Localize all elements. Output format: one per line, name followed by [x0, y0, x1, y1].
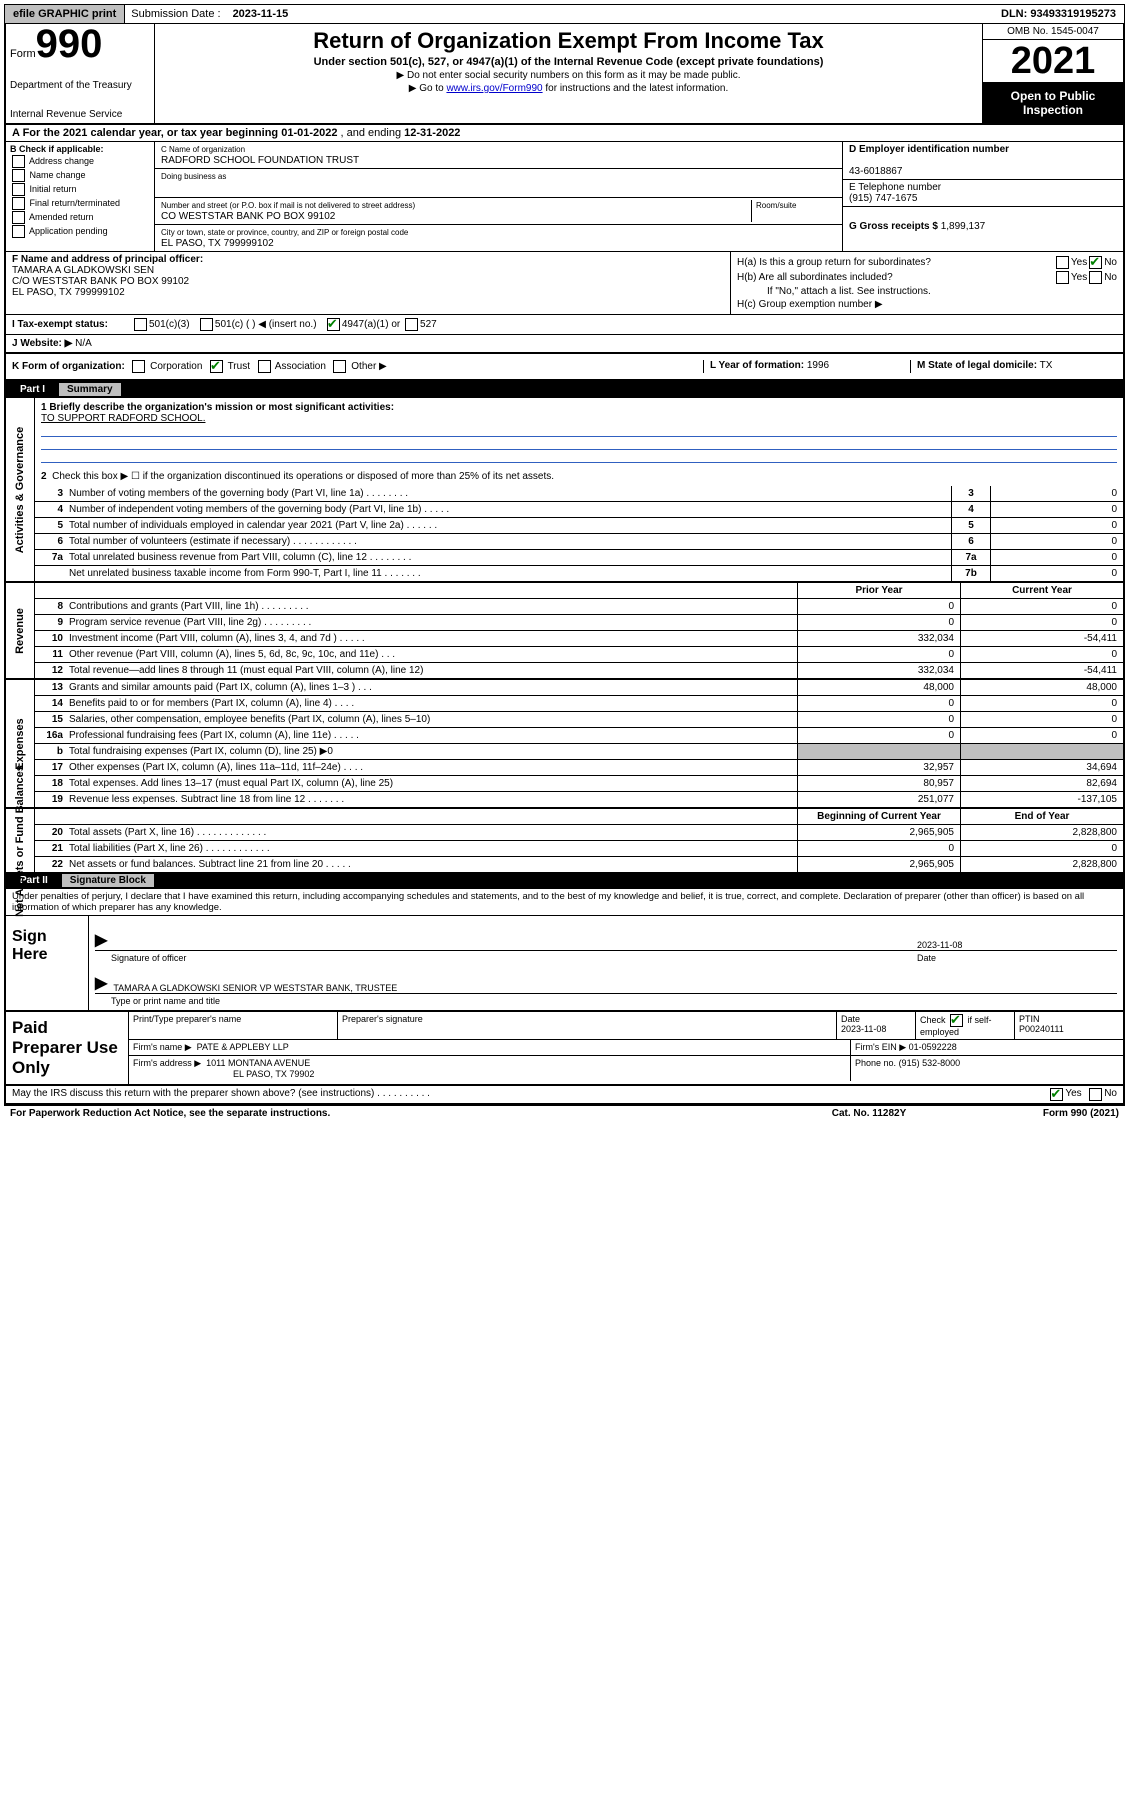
- 4947a1-checkbox[interactable]: [327, 318, 340, 331]
- summary-row: 3Number of voting members of the governi…: [35, 486, 1123, 502]
- association-checkbox[interactable]: [258, 360, 271, 373]
- initial-return-checkbox[interactable]: [12, 183, 25, 196]
- summary-row: 19Revenue less expenses. Subtract line 1…: [35, 792, 1123, 807]
- subordinates-yes-checkbox[interactable]: [1056, 271, 1069, 284]
- summary-row: 14Benefits paid to or for members (Part …: [35, 696, 1123, 712]
- summary-row: Net unrelated business taxable income fr…: [35, 566, 1123, 581]
- summary-row: 4Number of independent voting members of…: [35, 502, 1123, 518]
- part1-header: Part ISummary: [6, 381, 1123, 398]
- section-f: F Name and address of principal officer:…: [6, 252, 731, 314]
- summary-row: 13Grants and similar amounts paid (Part …: [35, 680, 1123, 696]
- summary-row: 18Total expenses. Add lines 13–17 (must …: [35, 776, 1123, 792]
- page-footer: For Paperwork Reduction Act Notice, see …: [4, 1106, 1125, 1121]
- efile-button[interactable]: efile GRAPHIC print: [5, 5, 125, 23]
- group-return-no-checkbox[interactable]: [1089, 256, 1102, 269]
- vert-net-assets: Net Assets or Fund Balances: [6, 809, 35, 872]
- vert-activities-governance: Activities & Governance: [6, 398, 35, 581]
- summary-row: 8Contributions and grants (Part VIII, li…: [35, 599, 1123, 615]
- section-i: I Tax-exempt status: 501(c)(3) 501(c) ( …: [6, 315, 1123, 335]
- year-block: OMB No. 1545-0047 2021 Open to PublicIns…: [983, 24, 1123, 123]
- amended-return-checkbox[interactable]: [12, 211, 25, 224]
- summary-row: 10Investment income (Part VIII, column (…: [35, 631, 1123, 647]
- group-return-yes-checkbox[interactable]: [1056, 256, 1069, 269]
- trust-checkbox[interactable]: [210, 360, 223, 373]
- vert-revenue: Revenue: [6, 583, 35, 678]
- form-title-block: Return of Organization Exempt From Incom…: [155, 24, 983, 123]
- summary-row: 15Salaries, other compensation, employee…: [35, 712, 1123, 728]
- 501c-checkbox[interactable]: [200, 318, 213, 331]
- submission-label: Submission Date :: [125, 5, 226, 23]
- discuss-no-checkbox[interactable]: [1089, 1088, 1102, 1101]
- summary-row: 17Other expenses (Part IX, column (A), l…: [35, 760, 1123, 776]
- summary-row: 11Other revenue (Part VIII, column (A), …: [35, 647, 1123, 663]
- submission-date: 2023-11-15: [227, 5, 295, 23]
- corporation-checkbox[interactable]: [132, 360, 145, 373]
- penalty-statement: Under penalties of perjury, I declare th…: [6, 889, 1123, 916]
- name-change-checkbox[interactable]: [12, 169, 25, 182]
- year-header-row-2: Beginning of Current Year End of Year: [35, 809, 1123, 825]
- section-c: C Name of organizationRADFORD SCHOOL FOU…: [155, 142, 843, 251]
- section-h: H(a) Is this a group return for subordin…: [731, 252, 1123, 314]
- summary-row: 22Net assets or fund balances. Subtract …: [35, 857, 1123, 872]
- discuss-yes-checkbox[interactable]: [1050, 1088, 1063, 1101]
- form-id-block: Form990 Department of the Treasury Inter…: [6, 24, 155, 123]
- subordinates-no-checkbox[interactable]: [1089, 271, 1102, 284]
- summary-row: 6Total number of volunteers (estimate if…: [35, 534, 1123, 550]
- irs-link[interactable]: www.irs.gov/Form990: [446, 83, 542, 94]
- dln-value: DLN: 93493319195273: [993, 5, 1124, 23]
- final-return-checkbox[interactable]: [12, 197, 25, 210]
- section-deg: D Employer identification number43-60188…: [843, 142, 1123, 251]
- self-employed-checkbox[interactable]: [950, 1014, 963, 1027]
- section-klm: K Form of organization: Corporation Trus…: [6, 354, 1123, 381]
- summary-row: 7aTotal unrelated business revenue from …: [35, 550, 1123, 566]
- paid-preparer-label: Paid Preparer Use Only: [6, 1012, 129, 1084]
- section-b: B Check if applicable: Address change Na…: [6, 142, 155, 251]
- 501c3-checkbox[interactable]: [134, 318, 147, 331]
- application-pending-checkbox[interactable]: [12, 225, 25, 238]
- discuss-row: May the IRS discuss this return with the…: [6, 1086, 1123, 1104]
- part2-header: Part IISignature Block: [6, 872, 1123, 889]
- tax-period-row: A For the 2021 calendar year, or tax yea…: [6, 125, 1123, 142]
- section-j: J Website: ▶ N/A: [6, 335, 1123, 354]
- summary-row: bTotal fundraising expenses (Part IX, co…: [35, 744, 1123, 760]
- summary-row: 21Total liabilities (Part X, line 26) . …: [35, 841, 1123, 857]
- address-change-checkbox[interactable]: [12, 155, 25, 168]
- summary-row: 12Total revenue—add lines 8 through 11 (…: [35, 663, 1123, 678]
- summary-row: 20Total assets (Part X, line 16) . . . .…: [35, 825, 1123, 841]
- top-toolbar: efile GRAPHIC print Submission Date : 20…: [4, 4, 1125, 24]
- summary-row: 16aProfessional fundraising fees (Part I…: [35, 728, 1123, 744]
- summary-row: 9Program service revenue (Part VIII, lin…: [35, 615, 1123, 631]
- summary-row: 5Total number of individuals employed in…: [35, 518, 1123, 534]
- 527-checkbox[interactable]: [405, 318, 418, 331]
- sign-here-label: Sign Here: [6, 916, 89, 1010]
- other-checkbox[interactable]: [333, 360, 346, 373]
- year-header-row: Prior Year Current Year: [35, 583, 1123, 599]
